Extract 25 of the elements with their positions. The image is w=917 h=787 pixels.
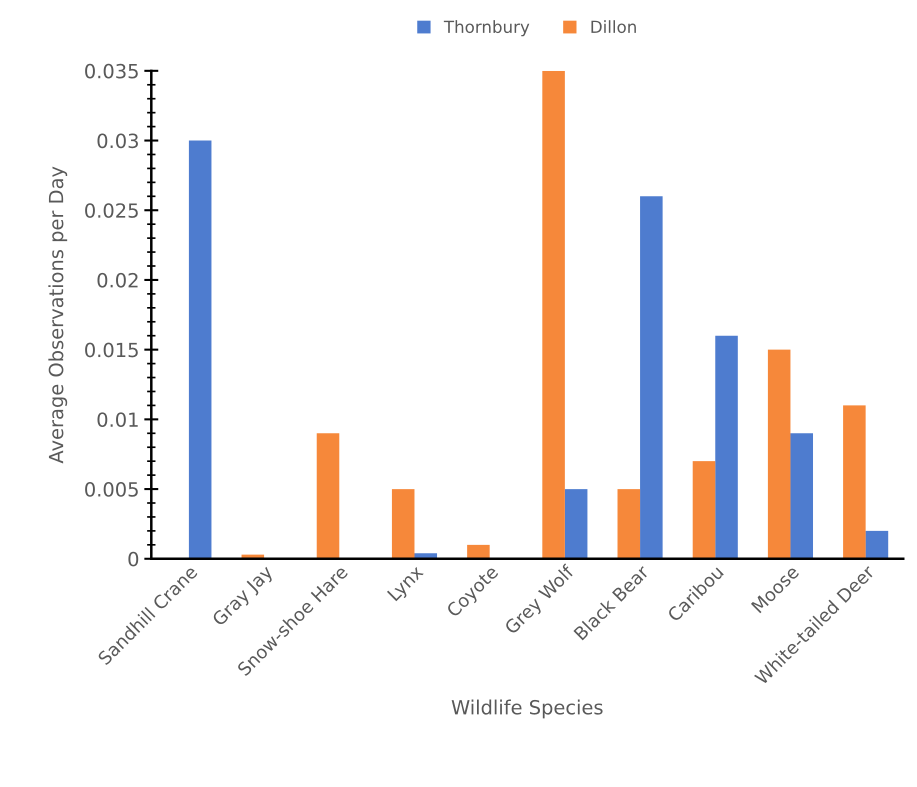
bar: [618, 489, 640, 559]
bar: [866, 530, 888, 559]
bar: [768, 350, 790, 559]
y-tick-label: 0.015: [85, 342, 138, 358]
bar: [843, 405, 866, 559]
bar: [692, 461, 716, 559]
legend-label: Thornbury: [444, 20, 530, 36]
bar: [640, 196, 663, 559]
y-tick-label: 0.005: [85, 482, 138, 497]
y-tick-label: 0.03: [97, 133, 138, 148]
bar: [392, 489, 414, 559]
y-tick-label: 0.025: [85, 203, 138, 218]
y-axis-title: Average Observations per Day: [48, 166, 68, 464]
bar: [316, 433, 340, 559]
bar: [188, 140, 212, 559]
y-tick-label: 0.02: [97, 272, 138, 288]
y-tick-label: 0: [128, 552, 138, 566]
y-tick-label: 0.035: [85, 64, 138, 78]
legend-label: Dillon: [591, 20, 636, 34]
x-axis-title: Wildlife Species: [452, 700, 603, 718]
bar: [542, 70, 565, 559]
y-tick-label: 0.01: [97, 412, 138, 428]
bar: [564, 489, 588, 559]
bar: [715, 336, 738, 559]
bar: [790, 433, 814, 559]
